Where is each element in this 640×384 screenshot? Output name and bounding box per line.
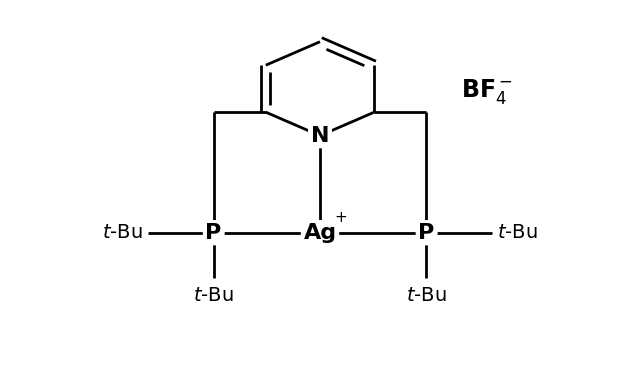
Text: $\it{t}$-Bu: $\it{t}$-Bu [193, 286, 234, 305]
Text: Ag: Ag [303, 223, 337, 243]
Text: BF$_4^-$: BF$_4^-$ [461, 77, 513, 106]
Text: N: N [311, 126, 329, 146]
Text: $\it{t}$-Bu: $\it{t}$-Bu [497, 223, 538, 242]
Text: P: P [419, 223, 435, 243]
Text: $\it{t}$-Bu: $\it{t}$-Bu [406, 286, 447, 305]
Text: P: P [205, 223, 221, 243]
Text: +: + [334, 210, 347, 225]
Text: $\it{t}$-Bu: $\it{t}$-Bu [102, 223, 143, 242]
